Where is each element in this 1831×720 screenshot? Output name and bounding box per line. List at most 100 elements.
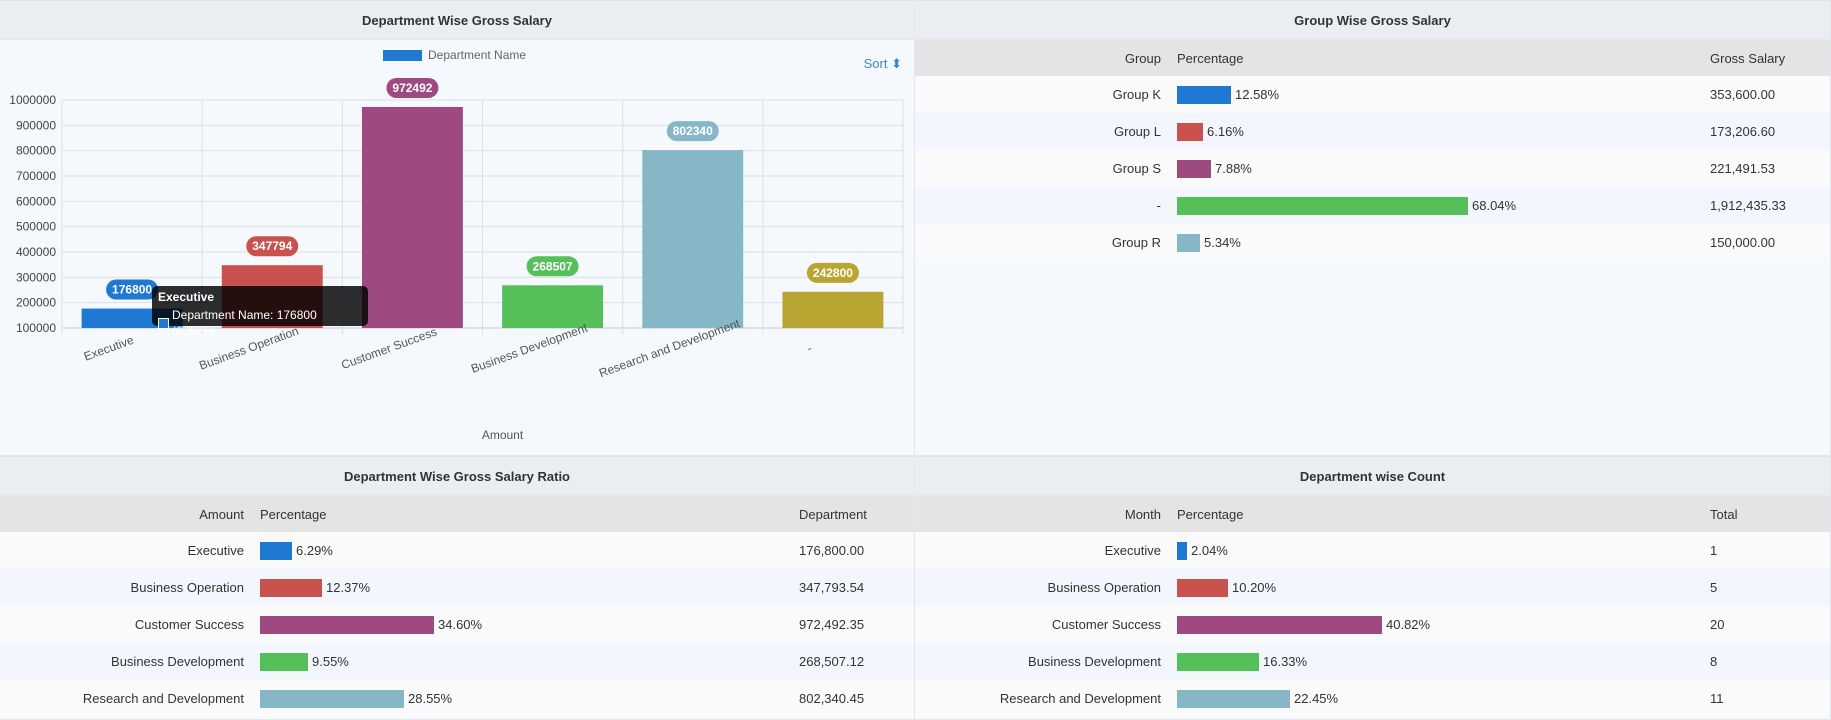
table-row: Group R 5.34% 150,000.00 (915, 224, 1830, 261)
chart-bar (782, 291, 884, 328)
row-value: 150,000.00 (1710, 224, 1830, 261)
row-label: Research and Development (0, 680, 260, 717)
data-label-bubble (526, 256, 579, 277)
percentage-bar (1177, 159, 1211, 178)
data-label: 802340 (673, 124, 713, 138)
data-label-bubble (106, 279, 159, 300)
percentage-bar (1177, 122, 1203, 141)
percentage-label: 12.58% (1235, 87, 1280, 102)
percentage-bar (1177, 689, 1290, 708)
chart-bar (361, 106, 463, 329)
row-label: Business Operation (915, 569, 1177, 606)
data-label-bubble (666, 121, 719, 142)
percentage-label: 2.04% (1191, 543, 1228, 558)
table-row: Executive 6.29% 176,800.00 (0, 532, 914, 569)
data-label: 972492 (392, 81, 432, 95)
y-tick-label: 600000 (16, 194, 56, 208)
percentage-label: 16.33% (1263, 654, 1308, 669)
data-label: 347794 (252, 239, 292, 253)
sort-label: Sort (863, 56, 888, 71)
row-label: Group K (915, 76, 1177, 113)
row-label: Business Development (915, 643, 1177, 680)
table-row: Business Development 16.33% 8 (915, 643, 1830, 680)
group-gross-salary-table: Group Percentage Gross Salary Group K 12.… (915, 40, 1830, 261)
panel-title: Department wise Count (915, 456, 1830, 496)
sort-button[interactable]: Sort ⬍ (864, 56, 902, 72)
y-tick-label: 700000 (16, 169, 56, 183)
row-label: - (915, 187, 1177, 224)
row-label: Research and Development (915, 680, 1177, 717)
row-label: Group S (915, 150, 1177, 187)
data-label-bubble (806, 262, 859, 283)
col-header-month: Month (915, 496, 1177, 532)
col-header-department: Department (799, 496, 914, 532)
y-tick-label: 100000 (16, 321, 56, 335)
row-value: 8 (1710, 643, 1830, 680)
percentage-label: 9.55% (312, 654, 349, 669)
col-header-percentage: Percentage (1177, 40, 1710, 76)
dept-gross-salary-ratio-table: Amount Percentage Department Executive 6.… (0, 496, 914, 717)
row-label: Executive (915, 532, 1177, 569)
percentage-bar (260, 652, 308, 671)
table-row: Business Operation 12.37% 347,793.54 (0, 569, 914, 606)
row-value: 176,800.00 (799, 532, 914, 569)
table-row: Customer Success 40.82% 20 (915, 606, 1830, 643)
percentage-label: 40.82% (1386, 617, 1431, 632)
row-label: Business Development (0, 643, 260, 680)
data-label-bubble (246, 236, 299, 257)
table-row: Group L 6.16% 173,206.60 (915, 113, 1830, 150)
y-tick-label: 400000 (16, 245, 56, 259)
data-label: 176800 (112, 283, 152, 297)
percentage-bar (260, 578, 322, 597)
row-value: 173,206.60 (1710, 113, 1830, 150)
y-tick-label: 300000 (16, 270, 56, 284)
percentage-label: 6.16% (1207, 124, 1244, 139)
legend-swatch (383, 50, 422, 61)
chart-bar (502, 285, 604, 328)
table-row: Business Operation 10.20% 5 (915, 569, 1830, 606)
table-row: Executive 2.04% 1 (915, 532, 1830, 569)
percentage-bar (260, 689, 404, 708)
row-label: Group L (915, 113, 1177, 150)
x-tick-label: - (805, 341, 814, 356)
percentage-bar (1177, 652, 1259, 671)
row-value: 1,912,435.33 (1710, 187, 1830, 224)
percentage-label: 10.20% (1232, 580, 1277, 595)
percentage-bar (1177, 85, 1231, 104)
group-gross-salary-panel: Group Wise Gross Salary Group Percentage… (915, 0, 1831, 456)
dept-count-panel: Department wise Count Month Percentage T… (915, 456, 1831, 720)
tooltip-text: Department Name: 176800 (6.29%) (172, 308, 317, 338)
percentage-bar (1177, 233, 1200, 252)
dept-gross-salary-chart: Department Name 100000 200000 300000 400000 5… (9, 48, 904, 442)
col-header-total: Total (1710, 496, 1830, 532)
col-header-group: Group (915, 40, 1177, 76)
table-row: Group K 12.58% 353,600.00 (915, 76, 1830, 113)
row-value: 221,491.53 (1710, 150, 1830, 187)
panel-title: Department Wise Gross Salary Ratio (0, 456, 914, 496)
percentage-bar (1177, 196, 1468, 215)
percentage-bar (260, 541, 292, 560)
legend-label: Department Name (428, 48, 526, 62)
table-row: Group S 7.88% 221,491.53 (915, 150, 1830, 187)
percentage-bar (1177, 615, 1382, 634)
row-label: Business Operation (0, 569, 260, 606)
dept-count-table: Month Percentage Total Executive 2.04% 1 Bu… (915, 496, 1830, 717)
tooltip-title: Executive (158, 290, 215, 304)
col-header-gross-salary: Gross Salary (1710, 40, 1830, 76)
percentage-label: 12.37% (326, 580, 371, 595)
x-axis-title: Amount (482, 428, 524, 442)
dept-gross-salary-ratio-panel: Department Wise Gross Salary Ratio Amoun… (0, 456, 915, 720)
dept-gross-salary-panel: Department Wise Gross Salary Sort ⬍ Depa… (0, 0, 915, 456)
table-row: Business Development 9.55% 268,507.12 (0, 643, 914, 680)
table-row: Customer Success 34.60% 972,492.35 (0, 606, 914, 643)
col-header-percentage: Percentage (1177, 496, 1710, 532)
data-label: 268507 (533, 259, 573, 273)
x-tick-label: Executive (82, 333, 136, 364)
row-value: 1 (1710, 532, 1830, 569)
sort-icon: ⬍ (891, 56, 902, 71)
row-value: 268,507.12 (799, 643, 914, 680)
col-header-amount: Amount (0, 496, 260, 532)
percentage-label: 28.55% (408, 691, 453, 706)
row-value: 347,793.54 (799, 569, 914, 606)
percentage-label: 68.04% (1472, 198, 1517, 213)
